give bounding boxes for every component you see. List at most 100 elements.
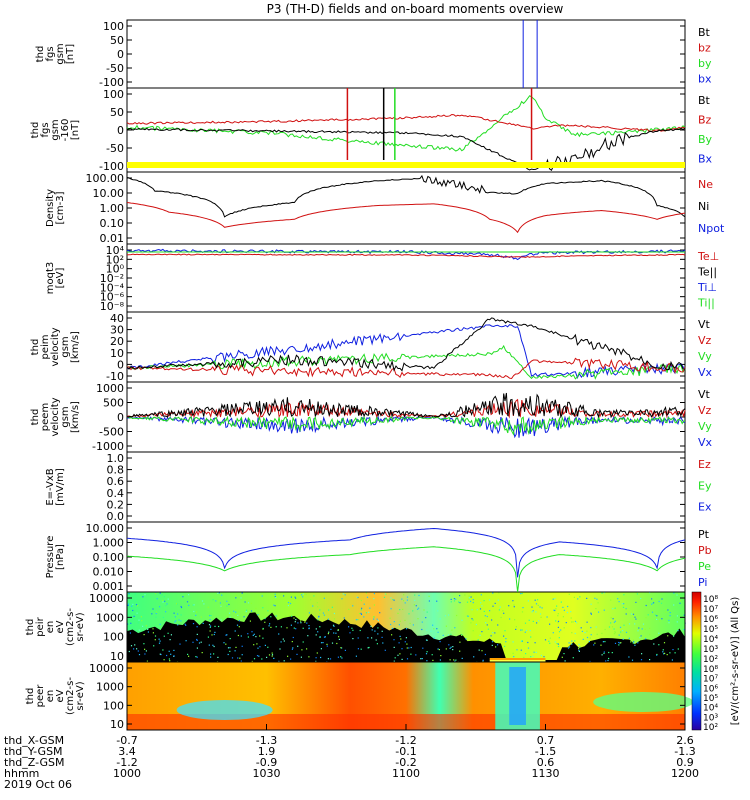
x-tick-label: 0.6 — [537, 756, 555, 769]
y-axis-label: fgs — [45, 46, 56, 61]
y-tick-label: 30 — [110, 324, 124, 337]
panel-7: 1.00.80.60.40.20.0 E=-VxB [mV/m] Ez Ey Ex — [45, 451, 712, 523]
legend-vx: Vx — [698, 366, 713, 379]
series-vz — [126, 398, 686, 419]
y-axis-label: gsm — [60, 406, 71, 427]
y-axis-label: thd — [25, 619, 36, 636]
y-tick-label: 10² — [106, 253, 124, 266]
y-tick-label: 1000 — [96, 382, 124, 395]
y-tick-label: -100 — [99, 76, 124, 89]
series-bz — [126, 113, 686, 132]
x-tick-label: 1100 — [392, 767, 420, 780]
colorbar-tick: 10⁶ — [703, 684, 718, 694]
legend-bx: bx — [698, 73, 712, 86]
y-tick-label: 10 — [110, 718, 124, 731]
y-tick-label: 0.01 — [100, 232, 125, 245]
y-tick-label: 40 — [110, 312, 124, 325]
colorbar-label: [eV/(cm²-s-sr-eV)] (All Qs) — [730, 597, 741, 726]
y-tick-label: -50 — [106, 142, 124, 155]
series-vz — [126, 357, 686, 380]
x-tick-label: 0.9 — [676, 756, 694, 769]
y-tick-label: 100.00 — [86, 172, 125, 185]
y-tick-label: 1.00 — [100, 202, 125, 215]
y-tick-label: 10000 — [89, 592, 124, 605]
colorbar-tick: 10⁶ — [703, 615, 718, 625]
legend-pe: Pe — [698, 560, 711, 573]
y-tick-label: 10⁻⁶ — [100, 291, 125, 304]
y-axis-label: [nT] — [70, 120, 81, 140]
y-tick-label: 1000 — [96, 681, 124, 694]
y-axis-label: [nT] — [65, 44, 76, 64]
y-axis-label: eV — [55, 620, 66, 633]
legend-vt: Vt — [698, 388, 711, 401]
series-ni — [126, 174, 686, 218]
y-tick-label: 0.2 — [107, 498, 125, 511]
y-axis-label: fgs — [40, 122, 51, 137]
legend-te: Te|| — [697, 266, 717, 279]
colorbar-tick: 10³ — [703, 645, 718, 655]
y-tick-label: 0.100 — [93, 551, 125, 564]
y-axis-label: sr-eV) — [75, 612, 86, 641]
y-tick-label: 10 — [110, 347, 124, 360]
y-tick-label: 10.000 — [86, 522, 125, 535]
colorbar-tick: 10⁵ — [703, 625, 718, 635]
legend-bz: Bz — [698, 114, 712, 127]
y-tick-label: 500 — [103, 397, 124, 410]
y-tick-label: 0.10 — [100, 217, 125, 230]
colorbar-tick: 10⁷ — [703, 675, 718, 685]
legend-bz: bz — [698, 42, 711, 55]
y-axis-label: thd — [25, 688, 36, 705]
panel-9: 10000 1000 100 10 thd peir en eV (cm2-s-sr-eV) — [25, 591, 686, 663]
series-vy — [126, 344, 686, 380]
x-tick-label: 1000 — [113, 767, 141, 780]
y-tick-label: 50 — [110, 106, 124, 119]
legend-ti: Ti|| — [697, 297, 715, 310]
y-axis-label: [km/s] — [70, 331, 81, 363]
y-tick-label: 0.010 — [93, 566, 125, 579]
y-tick-label: 10 — [110, 650, 124, 663]
y-axis-label: peim — [40, 334, 51, 359]
x-tick-label: -1.3 — [256, 734, 277, 747]
x-row-label: thd_X-GSM — [4, 734, 64, 747]
legend-pt: Pt — [698, 528, 710, 541]
y-axis-label: E=-VxB — [45, 468, 56, 505]
x-tick-label: 1130 — [532, 767, 560, 780]
panel-3: 100.00 10.00 1.00 0.10 0.01 Density [cm-3] Ne Ni… — [45, 171, 725, 245]
y-axis-label: moqt3 — [45, 262, 56, 295]
y-tick-label: 0.001 — [93, 580, 125, 593]
y-tick-label: -100 — [99, 160, 124, 173]
y-axis-label: en — [45, 621, 56, 634]
legend-vt: Vt — [698, 318, 711, 331]
series-bt — [126, 127, 686, 171]
y-axis-label: [eV] — [55, 268, 66, 289]
y-axis-label: thd — [30, 339, 41, 356]
y-axis-label: peer — [35, 684, 46, 708]
x-tick-label: -0.7 — [116, 734, 137, 747]
legend-ex: Ex — [698, 501, 712, 514]
y-tick-label: -50 — [106, 62, 124, 75]
y-axis-label: velocity — [50, 327, 61, 366]
x-tick-label: 2.6 — [676, 734, 694, 747]
y-axis-label: Density — [45, 189, 56, 227]
panel-10: 10000 1000 100 10 thd peer en eV (cm2-s-sr-eV) — [25, 661, 686, 731]
y-tick-label: 0 — [117, 411, 124, 424]
y-tick-label: 0 — [117, 48, 124, 61]
legend-vz: Vz — [698, 334, 712, 347]
series-pe — [126, 546, 686, 593]
y-axis-label: sr-eV) — [75, 681, 86, 710]
y-axis-label: gsm — [60, 336, 71, 357]
legend-pb: Pb — [698, 544, 712, 557]
y-axis-label: (cm2-s- — [65, 608, 76, 646]
series-vt — [126, 317, 686, 372]
legend-ne: Ne — [698, 178, 713, 191]
x-tick-label: 0.7 — [537, 734, 555, 747]
y-tick-label: 0.0 — [107, 510, 125, 523]
y-tick-label: 1.000 — [93, 537, 125, 550]
y-tick-label: 0 — [117, 358, 124, 371]
y-tick-label: 50 — [110, 34, 124, 47]
x-tick-label: -0.1 — [395, 745, 416, 758]
colorbar-tick: 10⁵ — [703, 694, 718, 704]
x-tick-label: -1.2 — [395, 734, 416, 747]
y-tick-label: 1.0 — [107, 452, 125, 465]
